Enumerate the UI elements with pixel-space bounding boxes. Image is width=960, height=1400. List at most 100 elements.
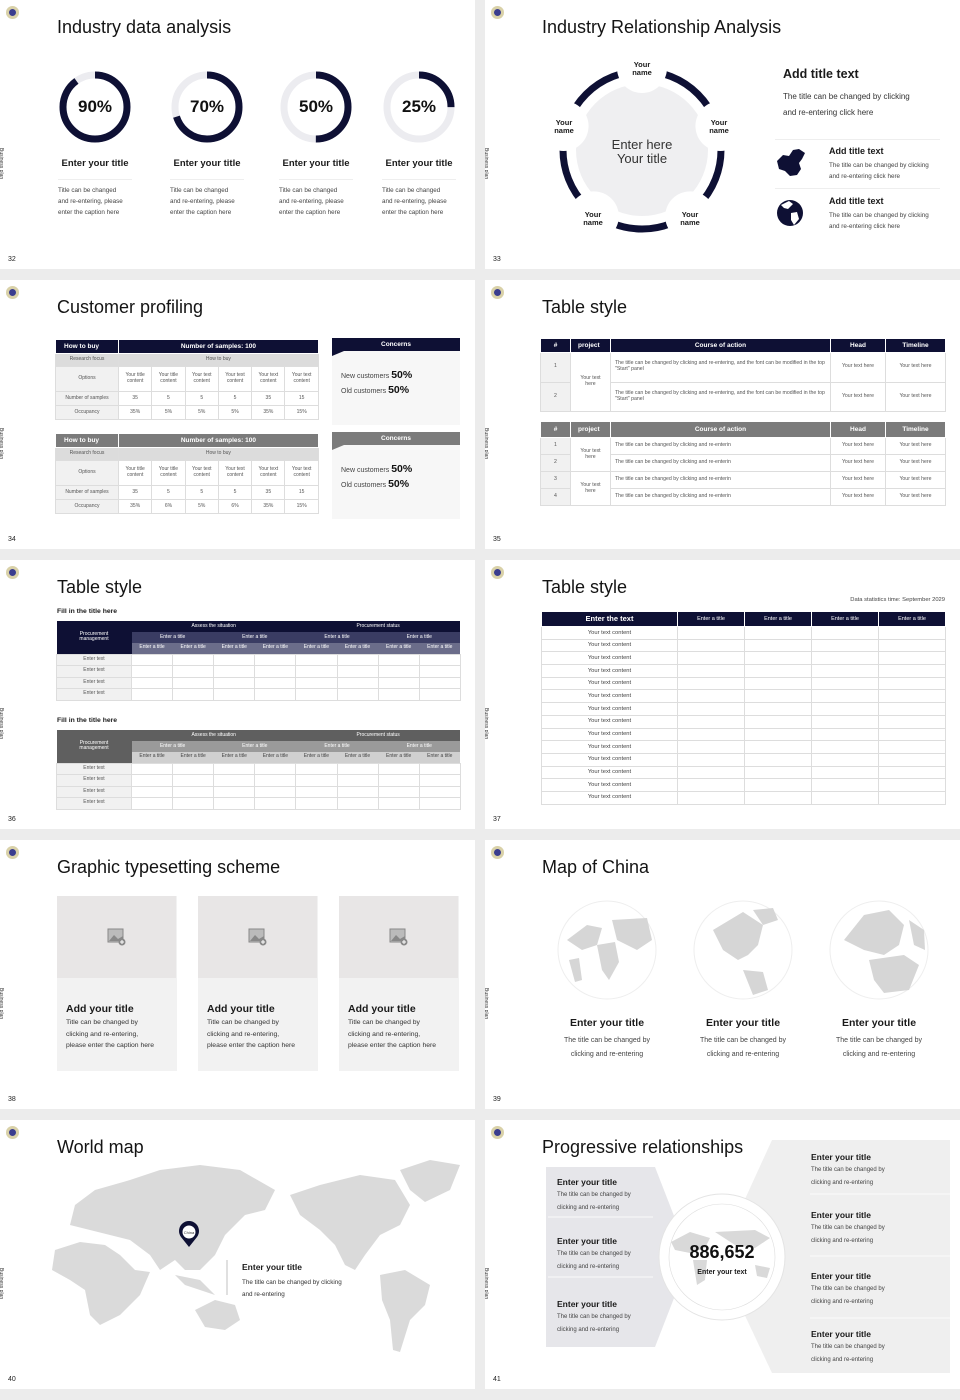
cell [295, 653, 338, 666]
caption-line: Title can be changed by [348, 1019, 420, 1026]
continent [909, 920, 925, 950]
row-label[interactable]: Your text content [541, 626, 678, 640]
corner-cell: Procurement management [56, 730, 132, 763]
row-label[interactable]: Your text content [541, 765, 678, 780]
action-cell: The title can be changed by clicking and… [610, 352, 831, 383]
caption-line: The title can be changed by [811, 1286, 885, 1292]
cell [878, 727, 946, 742]
node-bubble [695, 101, 746, 152]
concerns-value: 50% [391, 369, 413, 381]
caption-line: and re-entering, please [170, 198, 235, 205]
caption-line: Title can be changed [58, 187, 117, 194]
cell [295, 665, 338, 678]
cell [418, 785, 461, 798]
cell: Your text content [217, 460, 253, 486]
cell [377, 785, 420, 798]
cell [744, 778, 812, 792]
project-cell[interactable]: Your text here [570, 471, 611, 506]
cell [811, 765, 879, 780]
cell [377, 762, 420, 775]
row-number: 2 [540, 454, 571, 472]
cell [254, 774, 297, 787]
table-row: Occupancy 35% 5% 5% 5% 35% 15% [55, 405, 319, 420]
row-label[interactable]: Your text content [541, 714, 678, 729]
table-row: 2 The title can be changed by clicking an… [540, 381, 946, 412]
row-label[interactable]: Your text content [541, 689, 678, 704]
cell [213, 774, 256, 787]
cell [677, 714, 745, 729]
continent [612, 918, 652, 950]
row-label[interactable]: Your text content [541, 752, 678, 767]
continent [569, 958, 582, 982]
cell [213, 762, 256, 775]
caption-line: The title can be changed by [835, 1037, 923, 1044]
concerns-value: 50% [391, 463, 413, 475]
cell [254, 665, 297, 678]
caption-line: clicking and re-entering, [207, 1030, 280, 1038]
relationship-diagram [538, 43, 746, 242]
cell: Your text content [217, 366, 253, 392]
subgroup-cell: Enter a title [324, 742, 350, 749]
concerns-box: Concerns New customers 50% Old customers 5… [332, 338, 460, 425]
cell [677, 689, 745, 704]
procurement-table: Procurement management Assess the situati… [56, 621, 461, 701]
cell [677, 778, 745, 792]
action-cell: The title can be changed by clicking and… [610, 454, 831, 472]
divider [382, 179, 456, 180]
cell [213, 688, 256, 701]
row-label[interactable]: Your text content [541, 778, 678, 792]
cell [878, 689, 946, 704]
sidebar-label: Business plan [0, 708, 4, 740]
row-label[interactable]: Your text content [541, 651, 678, 666]
row-label[interactable]: Your text content [541, 676, 678, 691]
card-title: Add your title [348, 1003, 416, 1015]
caption-line: Title can be changed [279, 187, 338, 194]
column-cell: Enter a title [303, 644, 330, 651]
cell [744, 740, 812, 754]
node-label: name [632, 68, 652, 77]
concerns-line: Old customers 50% [341, 384, 409, 396]
cell [377, 676, 420, 689]
cell: Your title content [117, 366, 153, 392]
row-label[interactable]: Your text content [541, 664, 678, 678]
center-title: Enter here [611, 137, 673, 152]
action-table: # project Course of action Head Timeline 1 You… [540, 421, 946, 506]
cell [811, 752, 879, 767]
caption-line: enter the caption here [170, 209, 232, 216]
timeline-cell: Your text here [885, 488, 946, 506]
notch [332, 445, 344, 450]
cell [878, 714, 946, 729]
table-row: Enter text [56, 774, 461, 787]
page-number: 34 [8, 536, 16, 543]
row-label[interactable]: Your text content [541, 727, 678, 742]
header-cell: # [553, 341, 558, 349]
ring-title: Enter your title [385, 158, 453, 169]
globe-icon [693, 900, 793, 1000]
caption-line: The title can be changed by clicking [242, 1279, 342, 1286]
center-label: Enter your text [697, 1269, 747, 1276]
continent [753, 908, 778, 925]
subgroup-cell: Enter a title [159, 633, 186, 640]
head-cell: Your text here [830, 471, 886, 489]
row-label[interactable]: Your text content [541, 702, 678, 716]
cell [336, 762, 379, 775]
cell: 6% [151, 499, 186, 514]
sidebar-label: Business plan [0, 428, 4, 460]
cell: Your text content [251, 460, 286, 486]
cell [811, 727, 879, 742]
slide-39: Business plan 39 Map of China Enter your ti… [485, 840, 960, 1109]
row-label[interactable]: Your text content [541, 638, 678, 653]
row-label[interactable]: Your text content [541, 790, 678, 805]
cell [677, 752, 745, 767]
row-number: 2 [540, 381, 571, 412]
center-number: 886,652 [689, 1242, 755, 1262]
center-disc [576, 84, 708, 216]
project-cell[interactable]: Your text here [570, 437, 611, 472]
project-cell[interactable]: Your text here [570, 352, 611, 412]
item-title: Enter your title [569, 1017, 645, 1029]
timeline-cell: Your text here [885, 381, 946, 412]
ring-percent: 70% [189, 97, 225, 116]
row-label[interactable]: Your text content [541, 740, 678, 754]
cell [744, 664, 812, 678]
item-title: Enter your title [557, 1236, 617, 1246]
